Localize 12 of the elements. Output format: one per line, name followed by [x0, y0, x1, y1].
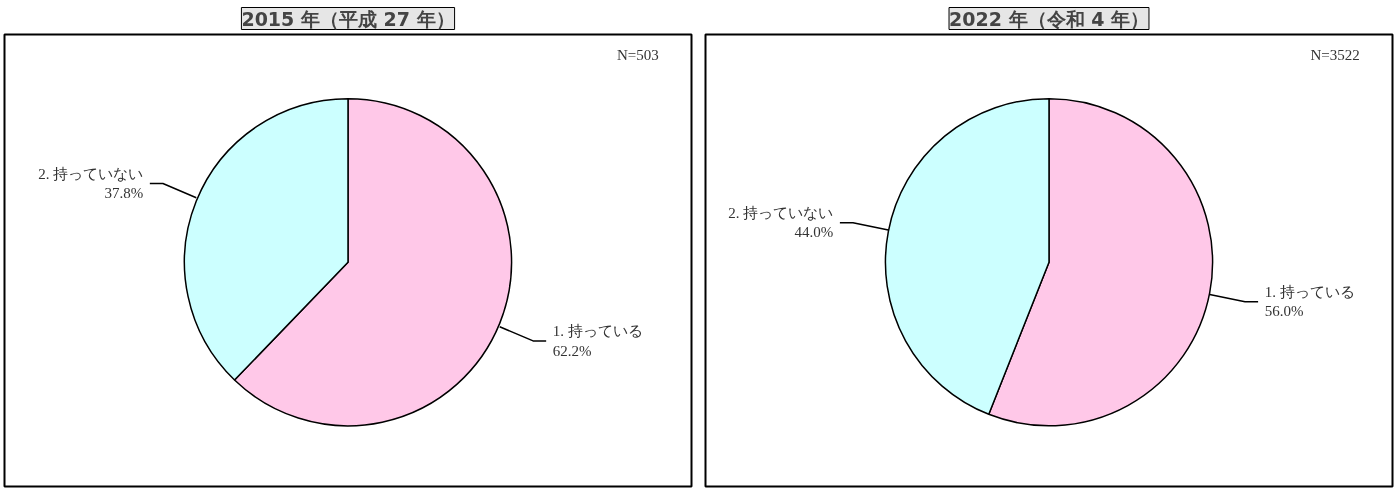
data-label: 37.8% [104, 185, 144, 202]
data-label: 56.0% [1264, 303, 1304, 320]
chart-title: 2015 年（平成 27 年） [241, 7, 455, 30]
data-label: 44.0% [794, 224, 834, 241]
data-label: 62.2% [552, 342, 592, 359]
text: N=3522 [1310, 47, 1360, 64]
chart-title: 2022 年（令和 4 年） [949, 7, 1149, 30]
slice-label: 1. 持っている [1264, 284, 1355, 301]
slice-label: 2. 持っていない [38, 165, 144, 182]
slice-label: 2. 持っていない [728, 205, 834, 222]
slice-label: 1. 持っている [552, 323, 643, 340]
text: N=503 [616, 47, 659, 64]
